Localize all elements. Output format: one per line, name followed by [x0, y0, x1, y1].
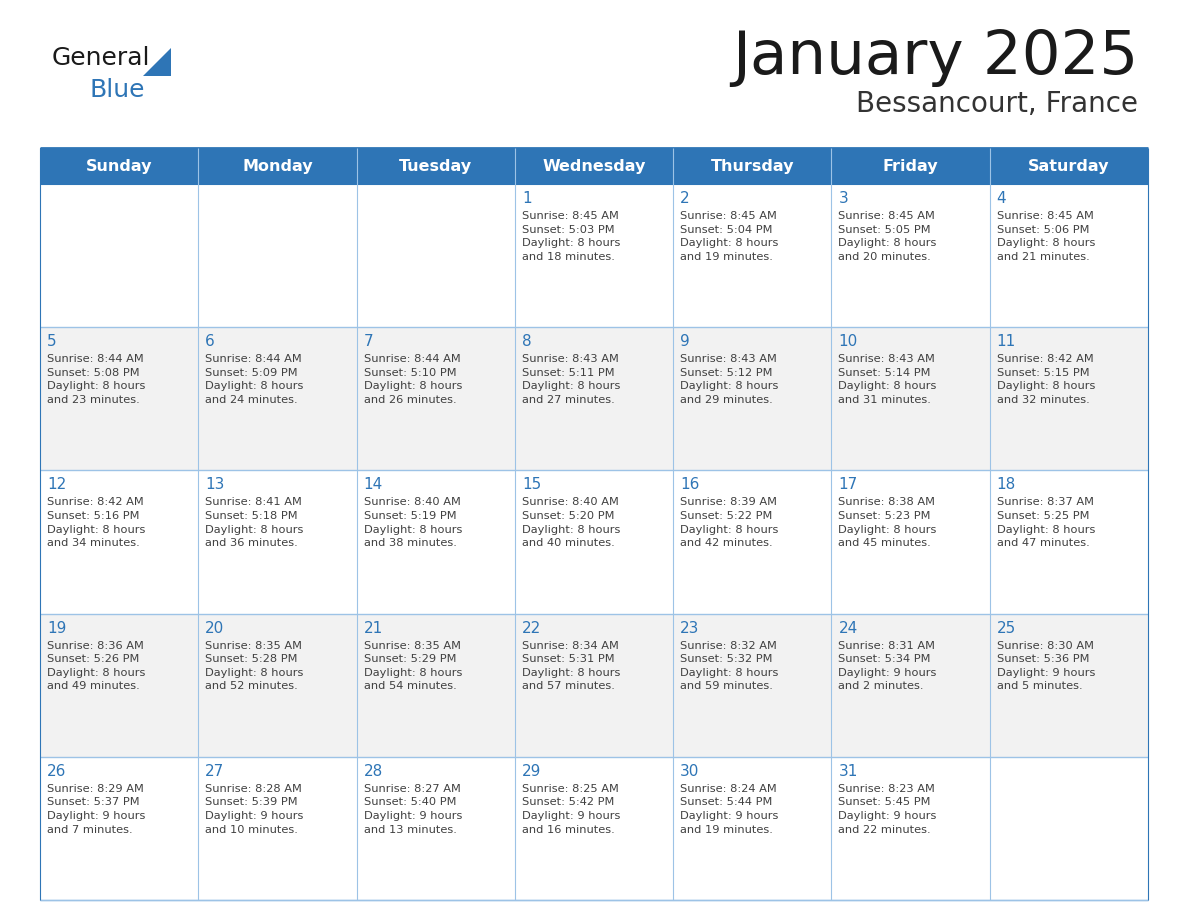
Text: Sunrise: 8:27 AM
Sunset: 5:40 PM
Daylight: 9 hours
and 13 minutes.: Sunrise: 8:27 AM Sunset: 5:40 PM Dayligh…: [364, 784, 462, 834]
Text: Sunrise: 8:31 AM
Sunset: 5:34 PM
Daylight: 9 hours
and 2 minutes.: Sunrise: 8:31 AM Sunset: 5:34 PM Dayligh…: [839, 641, 937, 691]
Text: Thursday: Thursday: [710, 159, 794, 174]
Text: 22: 22: [522, 621, 541, 635]
Text: Sunrise: 8:44 AM
Sunset: 5:10 PM
Daylight: 8 hours
and 26 minutes.: Sunrise: 8:44 AM Sunset: 5:10 PM Dayligh…: [364, 354, 462, 405]
Text: 14: 14: [364, 477, 383, 492]
Text: 17: 17: [839, 477, 858, 492]
Text: Sunrise: 8:41 AM
Sunset: 5:18 PM
Daylight: 8 hours
and 36 minutes.: Sunrise: 8:41 AM Sunset: 5:18 PM Dayligh…: [206, 498, 304, 548]
Text: 2: 2: [681, 191, 690, 206]
Text: Sunrise: 8:32 AM
Sunset: 5:32 PM
Daylight: 8 hours
and 59 minutes.: Sunrise: 8:32 AM Sunset: 5:32 PM Dayligh…: [681, 641, 778, 691]
Text: 6: 6: [206, 334, 215, 349]
Text: Wednesday: Wednesday: [542, 159, 646, 174]
Bar: [40, 184, 1148, 327]
Text: Sunrise: 8:42 AM
Sunset: 5:16 PM
Daylight: 8 hours
and 34 minutes.: Sunrise: 8:42 AM Sunset: 5:16 PM Dayligh…: [48, 498, 145, 548]
Text: Sunday: Sunday: [86, 159, 152, 174]
Text: Sunrise: 8:35 AM
Sunset: 5:28 PM
Daylight: 8 hours
and 52 minutes.: Sunrise: 8:35 AM Sunset: 5:28 PM Dayligh…: [206, 641, 304, 691]
Text: Sunrise: 8:35 AM
Sunset: 5:29 PM
Daylight: 8 hours
and 54 minutes.: Sunrise: 8:35 AM Sunset: 5:29 PM Dayligh…: [364, 641, 462, 691]
Text: Saturday: Saturday: [1028, 159, 1110, 174]
Text: Sunrise: 8:42 AM
Sunset: 5:15 PM
Daylight: 8 hours
and 32 minutes.: Sunrise: 8:42 AM Sunset: 5:15 PM Dayligh…: [997, 354, 1095, 405]
Text: Sunrise: 8:45 AM
Sunset: 5:05 PM
Daylight: 8 hours
and 20 minutes.: Sunrise: 8:45 AM Sunset: 5:05 PM Dayligh…: [839, 211, 937, 262]
Text: Sunrise: 8:38 AM
Sunset: 5:23 PM
Daylight: 8 hours
and 45 minutes.: Sunrise: 8:38 AM Sunset: 5:23 PM Dayligh…: [839, 498, 937, 548]
Text: 7: 7: [364, 334, 373, 349]
Text: 3: 3: [839, 191, 848, 206]
Text: 21: 21: [364, 621, 383, 635]
Text: 11: 11: [997, 334, 1016, 349]
Text: Sunrise: 8:40 AM
Sunset: 5:19 PM
Daylight: 8 hours
and 38 minutes.: Sunrise: 8:40 AM Sunset: 5:19 PM Dayligh…: [364, 498, 462, 548]
Text: Friday: Friday: [883, 159, 939, 174]
Text: January 2025: January 2025: [732, 28, 1138, 87]
Bar: [40, 613, 1148, 756]
Text: 24: 24: [839, 621, 858, 635]
Text: 29: 29: [522, 764, 542, 778]
Text: Sunrise: 8:43 AM
Sunset: 5:11 PM
Daylight: 8 hours
and 27 minutes.: Sunrise: 8:43 AM Sunset: 5:11 PM Dayligh…: [522, 354, 620, 405]
Text: Sunrise: 8:44 AM
Sunset: 5:08 PM
Daylight: 8 hours
and 23 minutes.: Sunrise: 8:44 AM Sunset: 5:08 PM Dayligh…: [48, 354, 145, 405]
Text: Sunrise: 8:36 AM
Sunset: 5:26 PM
Daylight: 8 hours
and 49 minutes.: Sunrise: 8:36 AM Sunset: 5:26 PM Dayligh…: [48, 641, 145, 691]
Text: 13: 13: [206, 477, 225, 492]
Text: Sunrise: 8:45 AM
Sunset: 5:04 PM
Daylight: 8 hours
and 19 minutes.: Sunrise: 8:45 AM Sunset: 5:04 PM Dayligh…: [681, 211, 778, 262]
Text: Sunrise: 8:43 AM
Sunset: 5:14 PM
Daylight: 8 hours
and 31 minutes.: Sunrise: 8:43 AM Sunset: 5:14 PM Dayligh…: [839, 354, 937, 405]
Polygon shape: [143, 48, 171, 76]
Text: 12: 12: [48, 477, 67, 492]
Text: Sunrise: 8:37 AM
Sunset: 5:25 PM
Daylight: 8 hours
and 47 minutes.: Sunrise: 8:37 AM Sunset: 5:25 PM Dayligh…: [997, 498, 1095, 548]
Text: 15: 15: [522, 477, 541, 492]
Text: 10: 10: [839, 334, 858, 349]
Bar: [40, 470, 1148, 613]
Text: Sunrise: 8:29 AM
Sunset: 5:37 PM
Daylight: 9 hours
and 7 minutes.: Sunrise: 8:29 AM Sunset: 5:37 PM Dayligh…: [48, 784, 145, 834]
Text: Sunrise: 8:25 AM
Sunset: 5:42 PM
Daylight: 9 hours
and 16 minutes.: Sunrise: 8:25 AM Sunset: 5:42 PM Dayligh…: [522, 784, 620, 834]
Text: Bessancourt, France: Bessancourt, France: [857, 90, 1138, 118]
Text: Monday: Monday: [242, 159, 312, 174]
Text: Sunrise: 8:45 AM
Sunset: 5:06 PM
Daylight: 8 hours
and 21 minutes.: Sunrise: 8:45 AM Sunset: 5:06 PM Dayligh…: [997, 211, 1095, 262]
Text: 4: 4: [997, 191, 1006, 206]
Text: Sunrise: 8:30 AM
Sunset: 5:36 PM
Daylight: 9 hours
and 5 minutes.: Sunrise: 8:30 AM Sunset: 5:36 PM Dayligh…: [997, 641, 1095, 691]
Text: Sunrise: 8:45 AM
Sunset: 5:03 PM
Daylight: 8 hours
and 18 minutes.: Sunrise: 8:45 AM Sunset: 5:03 PM Dayligh…: [522, 211, 620, 262]
Bar: [40, 327, 1148, 470]
Bar: [40, 148, 1148, 184]
Text: 27: 27: [206, 764, 225, 778]
Text: 1: 1: [522, 191, 531, 206]
Text: Sunrise: 8:43 AM
Sunset: 5:12 PM
Daylight: 8 hours
and 29 minutes.: Sunrise: 8:43 AM Sunset: 5:12 PM Dayligh…: [681, 354, 778, 405]
Text: Sunrise: 8:40 AM
Sunset: 5:20 PM
Daylight: 8 hours
and 40 minutes.: Sunrise: 8:40 AM Sunset: 5:20 PM Dayligh…: [522, 498, 620, 548]
Text: 28: 28: [364, 764, 383, 778]
Bar: [40, 756, 1148, 900]
Text: Sunrise: 8:23 AM
Sunset: 5:45 PM
Daylight: 9 hours
and 22 minutes.: Sunrise: 8:23 AM Sunset: 5:45 PM Dayligh…: [839, 784, 937, 834]
Text: Sunrise: 8:34 AM
Sunset: 5:31 PM
Daylight: 8 hours
and 57 minutes.: Sunrise: 8:34 AM Sunset: 5:31 PM Dayligh…: [522, 641, 620, 691]
Text: Blue: Blue: [90, 78, 145, 102]
Text: 5: 5: [48, 334, 57, 349]
Text: 30: 30: [681, 764, 700, 778]
Text: Sunrise: 8:28 AM
Sunset: 5:39 PM
Daylight: 9 hours
and 10 minutes.: Sunrise: 8:28 AM Sunset: 5:39 PM Dayligh…: [206, 784, 304, 834]
Text: 16: 16: [681, 477, 700, 492]
Text: 25: 25: [997, 621, 1016, 635]
Text: Tuesday: Tuesday: [399, 159, 473, 174]
Text: 20: 20: [206, 621, 225, 635]
Text: 31: 31: [839, 764, 858, 778]
Text: 23: 23: [681, 621, 700, 635]
Text: 8: 8: [522, 334, 531, 349]
Text: General: General: [52, 46, 151, 70]
Text: Sunrise: 8:44 AM
Sunset: 5:09 PM
Daylight: 8 hours
and 24 minutes.: Sunrise: 8:44 AM Sunset: 5:09 PM Dayligh…: [206, 354, 304, 405]
Text: Sunrise: 8:24 AM
Sunset: 5:44 PM
Daylight: 9 hours
and 19 minutes.: Sunrise: 8:24 AM Sunset: 5:44 PM Dayligh…: [681, 784, 778, 834]
Text: 26: 26: [48, 764, 67, 778]
Text: 9: 9: [681, 334, 690, 349]
Text: 19: 19: [48, 621, 67, 635]
Text: Sunrise: 8:39 AM
Sunset: 5:22 PM
Daylight: 8 hours
and 42 minutes.: Sunrise: 8:39 AM Sunset: 5:22 PM Dayligh…: [681, 498, 778, 548]
Text: 18: 18: [997, 477, 1016, 492]
